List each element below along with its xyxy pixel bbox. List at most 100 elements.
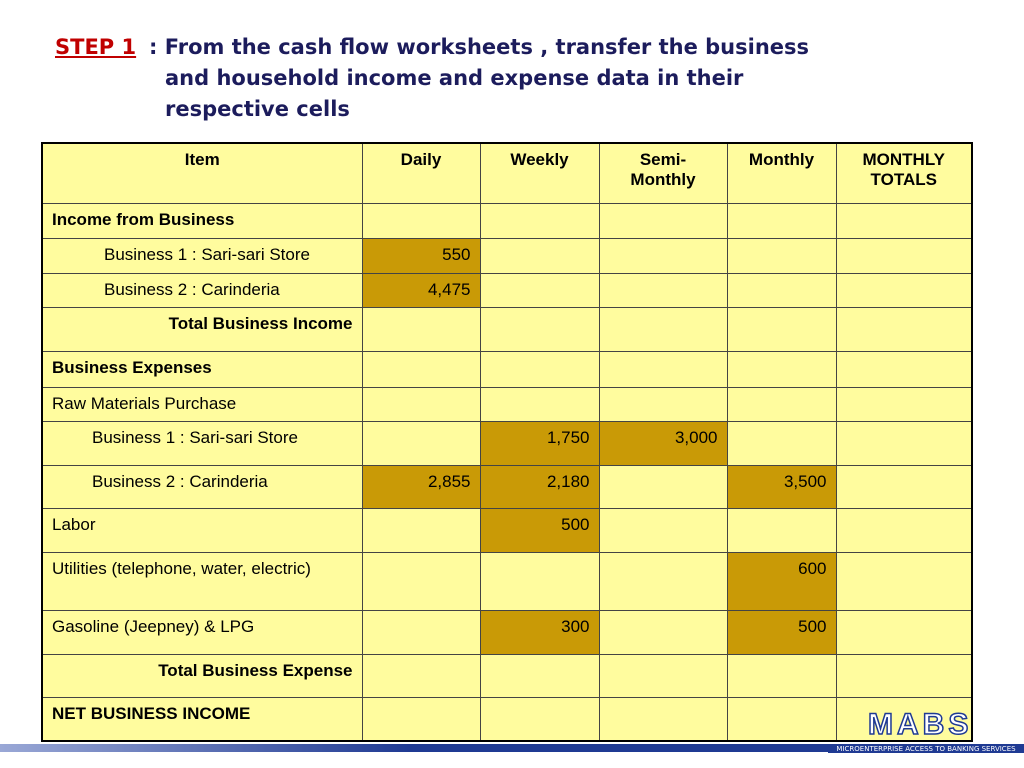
item-cell: Gasoline (Jeepney) & LPG [41,609,363,655]
item-cell: Raw Materials Purchase [41,386,363,422]
amount-cell: 300 [479,609,600,655]
empty-cell [361,202,481,239]
table-row: Income from Business [41,202,973,239]
table-row: Labor 500 [41,507,973,553]
empty-cell [726,202,837,239]
empty-cell [598,507,728,553]
slide-title: STEP 1: From the cash flow worksheets , … [55,32,855,125]
amount-cell: 3,000 [598,420,728,466]
empty-cell [479,202,600,239]
empty-cell [726,386,837,422]
table-row: Total Business Expense [41,653,973,698]
empty-cell [726,653,837,698]
empty-cell [835,272,973,308]
empty-cell [835,237,973,274]
item-cell: Total Business Income [41,306,363,352]
empty-cell [835,202,973,239]
table-row: Business 1 : Sari-sari Store 1,750 3,000 [41,420,973,466]
empty-cell [835,350,973,388]
empty-cell [835,653,973,698]
empty-cell [361,696,481,742]
item-cell: Business 2 : Carinderia [41,464,363,509]
empty-cell [726,507,837,553]
table-row: NET BUSINESS INCOME [41,696,973,742]
column-header: Semi-Monthly [598,142,728,204]
empty-cell [835,507,973,553]
table-row: Raw Materials Purchase [41,386,973,422]
empty-cell [479,306,600,352]
empty-cell [726,696,837,742]
table-row: Business 2 : Carinderia 2,855 2,180 3,500 [41,464,973,509]
item-cell: Business 1 : Sari-sari Store [41,237,363,274]
empty-cell [598,272,728,308]
item-cell: Business 1 : Sari-sari Store [41,420,363,466]
empty-cell [479,272,600,308]
empty-cell [598,306,728,352]
amount-cell: 500 [479,507,600,553]
amount-cell: 600 [726,551,837,611]
item-cell: Utilities (telephone, water, electric) [41,551,363,611]
empty-cell [479,696,600,742]
empty-cell [598,696,728,742]
footer-tagline: MICROENTERPRISE ACCESS TO BANKING SERVIC… [828,745,1024,753]
table-row: Utilities (telephone, water, electric) 60… [41,551,973,611]
item-cell: NET BUSINESS INCOME [41,696,363,742]
table-row: Gasoline (Jeepney) & LPG 300 500 [41,609,973,655]
title-text: : From the cash flow worksheets , transf… [149,35,810,121]
empty-cell [726,272,837,308]
footer-bar [0,744,1024,752]
empty-cell [726,306,837,352]
worksheet-table: Item Daily Weekly Semi-Monthly Monthly MONTHL… [41,142,973,742]
empty-cell [361,306,481,352]
empty-cell [598,237,728,274]
empty-cell [361,653,481,698]
empty-cell [361,609,481,655]
empty-cell [726,237,837,274]
column-header: Monthly [726,142,837,204]
logo: MABS [867,707,973,742]
empty-cell [361,551,481,611]
empty-cell [835,386,973,422]
empty-cell [835,696,973,742]
table-row: Total Business Income [41,306,973,352]
empty-cell [726,350,837,388]
empty-cell [479,551,600,611]
empty-cell [479,350,600,388]
empty-cell [361,386,481,422]
empty-cell [598,350,728,388]
empty-cell [835,306,973,352]
column-header: Item [41,142,363,204]
empty-cell [598,653,728,698]
amount-cell: 2,180 [479,464,600,509]
empty-cell [479,386,600,422]
empty-cell [726,420,837,466]
empty-cell [835,420,973,466]
amount-cell: 3,500 [726,464,837,509]
empty-cell [479,653,600,698]
item-cell: Business 2 : Carinderia [41,272,363,308]
column-header: MONTHLY TOTALS [835,142,973,204]
table-row: Business 2 : Carinderia 4,475 [41,272,973,308]
amount-cell: 2,855 [361,464,481,509]
column-header: Weekly [479,142,600,204]
empty-cell [598,609,728,655]
table-row: Business Expenses [41,350,973,388]
empty-cell [598,551,728,611]
empty-cell [479,237,600,274]
amount-cell: 550 [361,237,481,274]
empty-cell [835,609,973,655]
item-cell: Business Expenses [41,350,363,388]
empty-cell [598,464,728,509]
item-cell: Total Business Expense [41,653,363,698]
table-row: Business 1 : Sari-sari Store 550 [41,237,973,274]
empty-cell [361,420,481,466]
item-cell: Income from Business [41,202,363,239]
item-cell: Labor [41,507,363,553]
amount-cell: 4,475 [361,272,481,308]
empty-cell [835,551,973,611]
empty-cell [835,464,973,509]
empty-cell [598,386,728,422]
column-header: Daily [361,142,481,204]
header-row: Item Daily Weekly Semi-Monthly Monthly MONTHL… [41,142,973,204]
